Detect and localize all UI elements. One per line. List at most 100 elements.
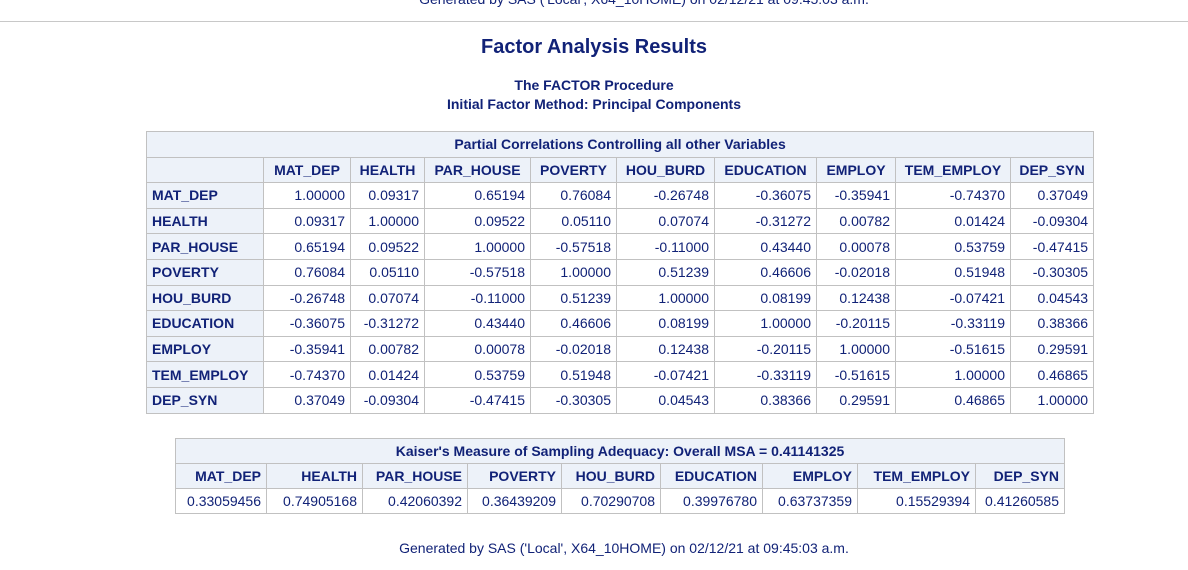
cell: 0.00078	[424, 335, 531, 363]
cell: 1.00000	[616, 284, 715, 312]
cell: -0.07421	[895, 284, 1011, 312]
cell: 0.36439209	[467, 488, 562, 514]
cell: 0.51239	[530, 284, 617, 312]
row-header: POVERTY	[146, 258, 264, 286]
cell: 0.76084	[530, 182, 617, 209]
cell: 0.65194	[263, 233, 351, 260]
cell: 0.09522	[424, 207, 531, 235]
column-header: EMPLOY	[816, 156, 896, 184]
cell: 0.39976780	[660, 488, 763, 514]
cell: 0.08199	[714, 284, 817, 312]
cell: 0.05110	[530, 207, 617, 235]
cell: -0.35941	[263, 335, 351, 363]
cell: 1.00000	[350, 207, 425, 235]
cell: 0.01424	[350, 361, 425, 388]
column-header: HEALTH	[266, 463, 363, 489]
cell: 1.00000	[714, 310, 817, 337]
cell: 0.00782	[350, 335, 425, 363]
cell: 0.63737359	[762, 488, 858, 514]
subtitle: Initial Factor Method: Principal Compone…	[446, 96, 741, 112]
cell: 0.74905168	[266, 488, 363, 514]
table-row: PAR_HOUSE 0.65194 0.09522 1.00000 -0.57518 -0…	[146, 233, 1095, 260]
row-header: HOU_BURD	[146, 284, 264, 312]
table-row: HEALTH 0.09317 1.00000 0.09522 0.05110 0.0707…	[146, 207, 1095, 235]
cell: 0.53759	[424, 361, 531, 388]
cell: 0.51239	[616, 258, 715, 286]
cell: 1.00000	[895, 361, 1011, 388]
column-header: POVERTY	[467, 463, 562, 489]
subtitle: The FACTOR Procedure	[514, 77, 674, 93]
column-header: DEP_SYN	[975, 463, 1065, 489]
row-header: DEP_SYN	[146, 386, 264, 414]
table-row: POVERTY 0.76084 0.05110 -0.57518 1.00000 0.51…	[146, 258, 1095, 286]
row-header: MAT_DEP	[146, 182, 264, 209]
cell: 0.37049	[263, 386, 351, 414]
cell: 0.04543	[616, 386, 715, 414]
cell: 0.09317	[350, 182, 425, 209]
cell: 0.46865	[1009, 361, 1095, 388]
cell: -0.11000	[616, 233, 715, 260]
cell: -0.36075	[263, 310, 351, 337]
column-header: HEALTH	[350, 156, 425, 184]
table-caption: Partial Correlations Controlling all oth…	[145, 131, 1095, 158]
cell: -0.09304	[1009, 207, 1095, 235]
column-header: POVERTY	[530, 156, 617, 184]
table-row: DEP_SYN 0.37049 -0.09304 -0.47415 -0.30305 0.…	[146, 386, 1095, 414]
cell: 0.07074	[350, 284, 425, 312]
table-row: EDUCATION -0.36075 -0.31272 0.43440 0.46606 0…	[146, 310, 1095, 337]
cell: 0.43440	[424, 310, 531, 337]
cell: 0.33059456	[175, 488, 267, 514]
column-header: EMPLOY	[762, 463, 858, 489]
cell: -0.35941	[816, 182, 896, 209]
cell: -0.57518	[530, 233, 617, 260]
column-header: EDUCATION	[714, 156, 817, 184]
cell: 0.15529394	[857, 488, 976, 514]
cell: 0.12438	[616, 335, 715, 363]
row-header: PAR_HOUSE	[146, 233, 264, 260]
cell: 0.00782	[816, 207, 896, 235]
cell: 0.00078	[816, 233, 896, 260]
cell: -0.20115	[816, 310, 896, 337]
cell: 0.65194	[424, 182, 531, 209]
cell: -0.26748	[616, 182, 715, 209]
cell: -0.20115	[714, 335, 817, 363]
cell: 0.51948	[530, 361, 617, 388]
cell: 0.12438	[816, 284, 896, 312]
cell: -0.51615	[895, 335, 1011, 363]
cell: -0.09304	[350, 386, 425, 414]
cell: 0.43440	[714, 233, 817, 260]
cell: 0.42060392	[362, 488, 468, 514]
cell: 0.09522	[350, 233, 425, 260]
cell: -0.74370	[263, 361, 351, 388]
cell: 0.38366	[1009, 310, 1095, 337]
header-row: MAT_DEP HEALTH PAR_HOUSE POVERTY HOU_BURD EDU…	[146, 156, 1095, 184]
cell: 0.46606	[714, 258, 817, 286]
column-header: DEP_SYN	[1009, 156, 1095, 184]
cell: -0.74370	[895, 182, 1011, 209]
top-footer: Generated by SAS ('Local', X64_10HOME) o…	[50, 0, 1188, 7]
cell: 1.00000	[816, 335, 896, 363]
cell: 0.04543	[1009, 284, 1095, 312]
cell: -0.26748	[263, 284, 351, 312]
cell: 0.41260585	[975, 488, 1065, 514]
table-row: HOU_BURD -0.26748 0.07074 -0.11000 0.51239 1.…	[146, 284, 1095, 312]
row-header: HEALTH	[146, 207, 264, 235]
cell: 0.05110	[350, 258, 425, 286]
cell: -0.33119	[895, 310, 1011, 337]
cell: 0.29591	[816, 386, 896, 414]
cell: -0.30305	[1009, 258, 1095, 286]
cell: -0.02018	[816, 258, 896, 286]
cell: -0.11000	[424, 284, 531, 312]
corner-cell	[146, 156, 264, 184]
cell: 0.38366	[714, 386, 817, 414]
cell: 0.37049	[1009, 182, 1095, 209]
row-header: EDUCATION	[146, 310, 264, 337]
column-header: PAR_HOUSE	[362, 463, 468, 489]
row-header: EMPLOY	[146, 335, 264, 363]
cell: -0.02018	[530, 335, 617, 363]
divider	[0, 21, 1188, 22]
column-header: PAR_HOUSE	[424, 156, 531, 184]
column-header: MAT_DEP	[263, 156, 351, 184]
title: Factor Analysis Results	[480, 36, 707, 58]
column-header: EDUCATION	[660, 463, 763, 489]
